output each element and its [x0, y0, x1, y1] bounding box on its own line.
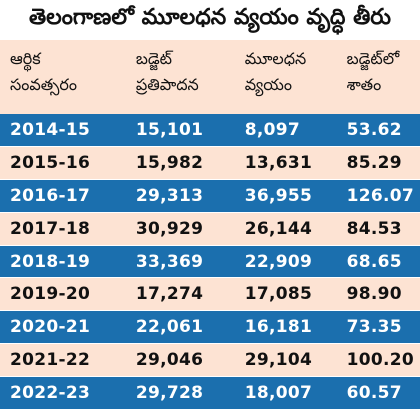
cell-capital-expenditure: 16,181 — [244, 317, 313, 338]
cell-budget-percentage: 98.90 — [346, 284, 402, 305]
cell-fiscal-year: 2014-15 — [10, 119, 91, 140]
cell-fiscal-year: 2015-16 — [10, 152, 91, 173]
table-body: 2014-15 15,101 8,097 53.62 2015-16 15,98… — [0, 114, 420, 410]
cell-fiscal-year: 2020-21 — [10, 317, 91, 338]
header-fiscal-year: ఆర్థిక సంవత్సరం — [0, 46, 124, 98]
cell-budget-proposal: 17,274 — [135, 284, 204, 305]
cell-budget-percentage: 126.07 — [346, 185, 414, 206]
cell-capital-expenditure: 13,631 — [244, 152, 313, 173]
cell-capital-expenditure: 22,909 — [244, 251, 313, 272]
header-fiscal-year-line1: ఆర్థిక — [10, 49, 41, 68]
cell-fiscal-year: 2019-20 — [10, 284, 91, 305]
header-capital-expenditure-line1: మూలధన — [244, 49, 307, 68]
cell-budget-proposal: 15,982 — [135, 152, 204, 173]
table-row: 2022-23 29,728 18,007 60.57 — [0, 377, 420, 410]
header-budget-percentage-line1: బడ్జెట్‌లో — [346, 49, 400, 68]
cell-fiscal-year: 2022-23 — [10, 383, 91, 404]
cell-budget-percentage: 68.65 — [346, 251, 402, 272]
header-capital-expenditure-line2: వ్యయం — [244, 75, 292, 94]
table-row: 2019-20 17,274 17,085 98.90 — [0, 278, 420, 312]
table-row: 2015-16 15,982 13,631 85.29 — [0, 146, 420, 180]
table-row: 2020-21 22,061 16,181 73.35 — [0, 311, 420, 345]
cell-budget-proposal: 29,046 — [135, 350, 204, 371]
header-budget-proposal-line2: ప్రతిపాదన — [135, 75, 199, 94]
header-capital-expenditure: మూలధన వ్యయం — [237, 46, 337, 98]
header-budget-proposal-line1: బడ్జెట్ — [135, 49, 173, 68]
cell-budget-proposal: 29,313 — [135, 185, 204, 206]
cell-budget-proposal: 30,929 — [135, 218, 204, 239]
cell-budget-percentage: 85.29 — [346, 152, 402, 173]
table-row: 2017-18 30,929 26,144 84.53 — [0, 212, 420, 246]
cell-budget-percentage: 60.57 — [346, 383, 402, 404]
cell-fiscal-year: 2016-17 — [10, 185, 91, 206]
table-row: 2018-19 33,369 22,909 68.65 — [0, 245, 420, 279]
cell-budget-proposal: 15,101 — [135, 119, 204, 140]
cell-capital-expenditure: 26,144 — [244, 218, 313, 239]
header-budget-proposal: బడ్జెట్ ప్రతిపాదన — [124, 46, 237, 98]
cell-budget-percentage: 73.35 — [346, 317, 402, 338]
cell-capital-expenditure: 18,007 — [244, 383, 313, 404]
header-budget-percentage-line2: శాతం — [346, 75, 382, 94]
cell-budget-proposal: 22,061 — [135, 317, 204, 338]
cell-capital-expenditure: 8,097 — [244, 119, 301, 140]
table-row: 2021-22 29,046 29,104 100.20 — [0, 344, 420, 378]
cell-fiscal-year: 2017-18 — [10, 218, 91, 239]
cell-budget-percentage: 84.53 — [346, 218, 402, 239]
cell-budget-percentage: 100.20 — [346, 350, 414, 371]
header-budget-percentage: బడ్జెట్‌లో శాతం — [337, 46, 420, 98]
cell-budget-percentage: 53.62 — [346, 119, 402, 140]
cell-budget-proposal: 33,369 — [135, 251, 204, 272]
table-row: 2016-17 29,313 36,955 126.07 — [0, 179, 420, 213]
header-fiscal-year-line2: సంవత్సరం — [10, 75, 77, 94]
cell-fiscal-year: 2018-19 — [10, 251, 91, 272]
cell-capital-expenditure: 36,955 — [244, 185, 313, 206]
page-title: తెలంగాణలో మూలధన వ్యయం వృద్ధి తీరు — [29, 5, 391, 30]
cell-budget-proposal: 29,728 — [135, 383, 204, 404]
table-row: 2014-15 15,101 8,097 53.62 — [0, 114, 420, 147]
cell-capital-expenditure: 29,104 — [244, 350, 313, 371]
cell-fiscal-year: 2021-22 — [10, 350, 91, 371]
cell-capital-expenditure: 17,085 — [244, 284, 313, 305]
table-header: ఆర్థిక సంవత్సరం బడ్జెట్ ప్రతిపాదన మూలధన … — [0, 40, 420, 114]
